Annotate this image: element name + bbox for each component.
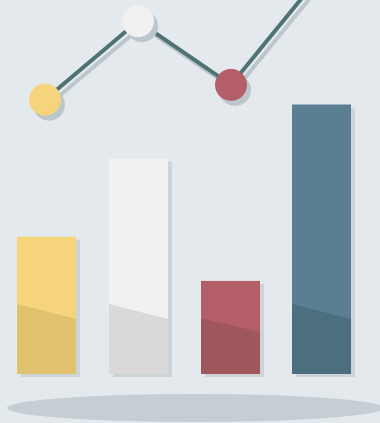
bars-group xyxy=(17,104,355,377)
bar-shade xyxy=(201,318,260,374)
trend-marker xyxy=(215,68,247,101)
trend-marker xyxy=(29,83,61,116)
trend-group xyxy=(29,0,311,121)
trend-marker xyxy=(122,5,154,38)
ground-shadow xyxy=(7,394,380,422)
bar-shade xyxy=(109,304,168,374)
trend-line xyxy=(43,0,303,102)
bar-shade xyxy=(17,304,76,374)
bar-shade xyxy=(292,304,351,374)
